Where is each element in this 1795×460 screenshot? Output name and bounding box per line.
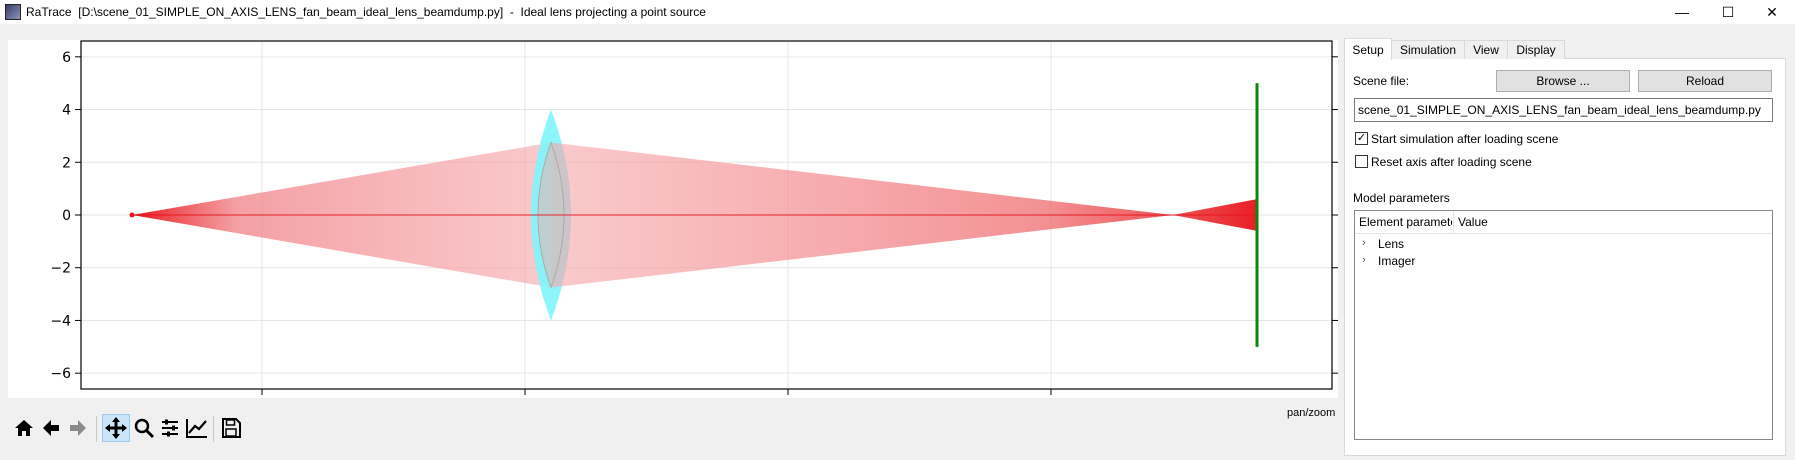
- maximize-button[interactable]: ☐: [1721, 3, 1735, 20]
- y-tick-label: −4: [50, 313, 71, 329]
- browse-button[interactable]: Browse ...: [1496, 70, 1630, 92]
- expand-arrow-icon[interactable]: ›: [1362, 254, 1366, 266]
- back-arrow-icon[interactable]: [37, 414, 65, 442]
- y-tick-label: 2: [62, 155, 71, 171]
- y-tick-label: −2: [50, 261, 71, 277]
- minimize-button[interactable]: —: [1675, 4, 1689, 20]
- save-icon[interactable]: [217, 414, 245, 442]
- toolbar-mode-label: pan/zoom: [1287, 407, 1336, 419]
- home-icon[interactable]: [10, 414, 38, 442]
- tree-item-label: Imager: [1378, 254, 1416, 268]
- start-simulation-label: Start simulation after loading scene: [1371, 132, 1559, 146]
- title-bar: RaTrace [D:\scene_01_SIMPLE_ON_AXIS_LENS…: [0, 0, 1795, 24]
- column-header-element-parameter[interactable]: Element paramete: [1359, 215, 1452, 229]
- edit-axis-icon[interactable]: [183, 414, 211, 442]
- close-button[interactable]: ✕: [1766, 3, 1778, 20]
- tree-item-label: Lens: [1378, 237, 1405, 251]
- window-title: RaTrace [D:\scene_01_SIMPLE_ON_AXIS_LENS…: [26, 5, 706, 19]
- zoom-icon[interactable]: [130, 414, 158, 442]
- y-axis: 6 4 2 0 −2 −4 −6: [50, 50, 1338, 395]
- y-tick-label: 0: [62, 208, 71, 224]
- tab-view[interactable]: View: [1464, 40, 1508, 59]
- scene-file-input[interactable]: scene_01_SIMPLE_ON_AXIS_LENS_fan_beam_id…: [1354, 98, 1773, 122]
- toolbar-separator: [213, 416, 214, 442]
- reset-axis-checkbox[interactable]: [1355, 155, 1368, 168]
- toolbar-separator: [96, 416, 97, 442]
- tree-item-lens[interactable]: › Lens: [1355, 236, 1772, 253]
- navigation-toolbar: [8, 410, 308, 450]
- tab-display[interactable]: Display: [1507, 40, 1565, 59]
- model-parameters-label: Model parameters: [1353, 191, 1450, 205]
- tab-setup[interactable]: Setup: [1344, 38, 1392, 60]
- tab-simulation[interactable]: Simulation: [1391, 40, 1465, 59]
- reload-button[interactable]: Reload: [1638, 70, 1772, 92]
- start-simulation-checkbox[interactable]: ✓: [1355, 132, 1368, 145]
- tree-header: Element paramete Value: [1355, 211, 1772, 234]
- expand-arrow-icon[interactable]: ›: [1362, 237, 1366, 249]
- model-parameters-tree[interactable]: Element paramete Value › Lens › Imager: [1354, 210, 1773, 440]
- pan-icon[interactable]: [102, 414, 130, 442]
- tree-item-imager[interactable]: › Imager: [1355, 253, 1772, 270]
- y-tick-label: 4: [62, 103, 71, 119]
- y-tick-label: 6: [62, 50, 71, 66]
- scene-file-label: Scene file:: [1353, 74, 1410, 88]
- subplot-config-icon[interactable]: [156, 414, 184, 442]
- column-header-value[interactable]: Value: [1458, 215, 1488, 229]
- point-source-marker: [129, 212, 135, 218]
- app-icon: [5, 4, 21, 20]
- y-tick-label: −6: [50, 366, 71, 382]
- reset-axis-label: Reset axis after loading scene: [1371, 155, 1532, 169]
- forward-arrow-icon[interactable]: [64, 414, 92, 442]
- plot-canvas[interactable]: 6 4 2 0 −2 −4 −6: [8, 40, 1338, 398]
